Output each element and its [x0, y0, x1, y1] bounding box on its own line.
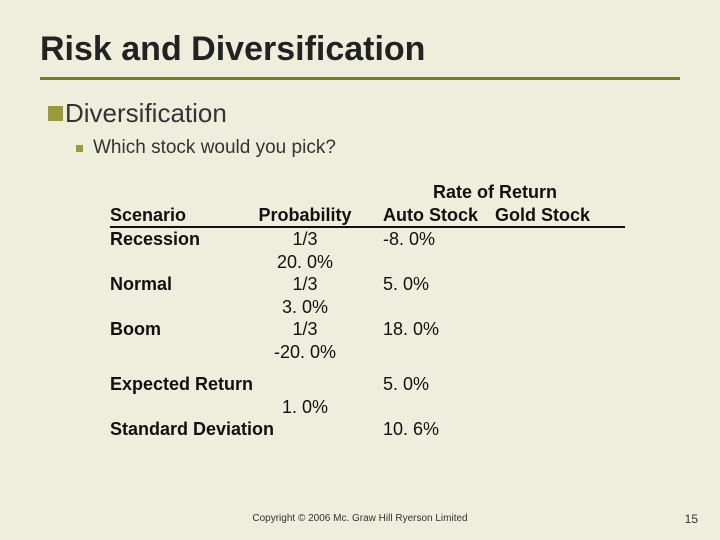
cell-gold-below: -20. 0% — [245, 341, 365, 364]
col-header-scenario: Scenario — [110, 204, 245, 229]
expected-return-auto: 5. 0% — [365, 373, 495, 396]
cell-auto: -8. 0% — [365, 228, 495, 251]
bullet-level2: Which stock would you pick? — [76, 137, 680, 159]
cell-probability: 1/3 — [245, 273, 365, 296]
cell-auto: 5. 0% — [365, 273, 495, 296]
cell-probability: 1/3 — [245, 318, 365, 341]
expected-return-row: Expected Return 5. 0% — [110, 373, 680, 396]
rate-of-return-header: Rate of Return — [369, 181, 621, 204]
expected-return-label: Expected Return — [110, 373, 365, 396]
table-header-row: Scenario Probability Auto Stock Gold Sto… — [110, 204, 680, 229]
dot-bullet-icon — [76, 145, 83, 152]
subheading-text: Diversification — [65, 98, 227, 129]
cell-scenario: Normal — [110, 273, 245, 296]
bullet-level1: Diversification — [48, 98, 680, 129]
col-header-auto: Auto Stock — [365, 204, 495, 229]
table-row: Boom 1/3 18. 0% — [110, 318, 680, 341]
copyright-text: Copyright © 2006 Mc. Graw Hill Ryerson L… — [0, 513, 720, 524]
stddev-auto: 10. 6% — [365, 418, 495, 441]
table-row: 1. 0% — [110, 396, 680, 419]
table-row: Normal 1/3 5. 0% — [110, 273, 680, 296]
cell-probability: 1/3 — [245, 228, 365, 251]
question-text: Which stock would you pick? — [93, 137, 336, 159]
col-header-probability: Probability — [245, 204, 365, 229]
table-row: -20. 0% — [110, 341, 680, 364]
slide-title: Risk and Diversification — [40, 30, 680, 80]
cell-gold-below: 3. 0% — [245, 296, 365, 319]
data-table: Rate of Return Scenario Probability Auto… — [110, 181, 680, 441]
page-number: 15 — [685, 512, 698, 526]
expected-return-gold-below: 1. 0% — [245, 396, 365, 419]
cell-gold-below: 20. 0% — [245, 251, 365, 274]
cell-auto: 18. 0% — [365, 318, 495, 341]
stddev-label: Standard Deviation — [110, 418, 365, 441]
col-header-gold: Gold Stock — [495, 204, 625, 229]
cell-scenario: Recession — [110, 228, 245, 251]
stddev-row: Standard Deviation 10. 6% — [110, 418, 680, 441]
table-row: 3. 0% — [110, 296, 680, 319]
square-bullet-icon — [48, 106, 63, 121]
cell-scenario: Boom — [110, 318, 245, 341]
table-row: Recession 1/3 -8. 0% — [110, 228, 680, 251]
table-row: 20. 0% — [110, 251, 680, 274]
